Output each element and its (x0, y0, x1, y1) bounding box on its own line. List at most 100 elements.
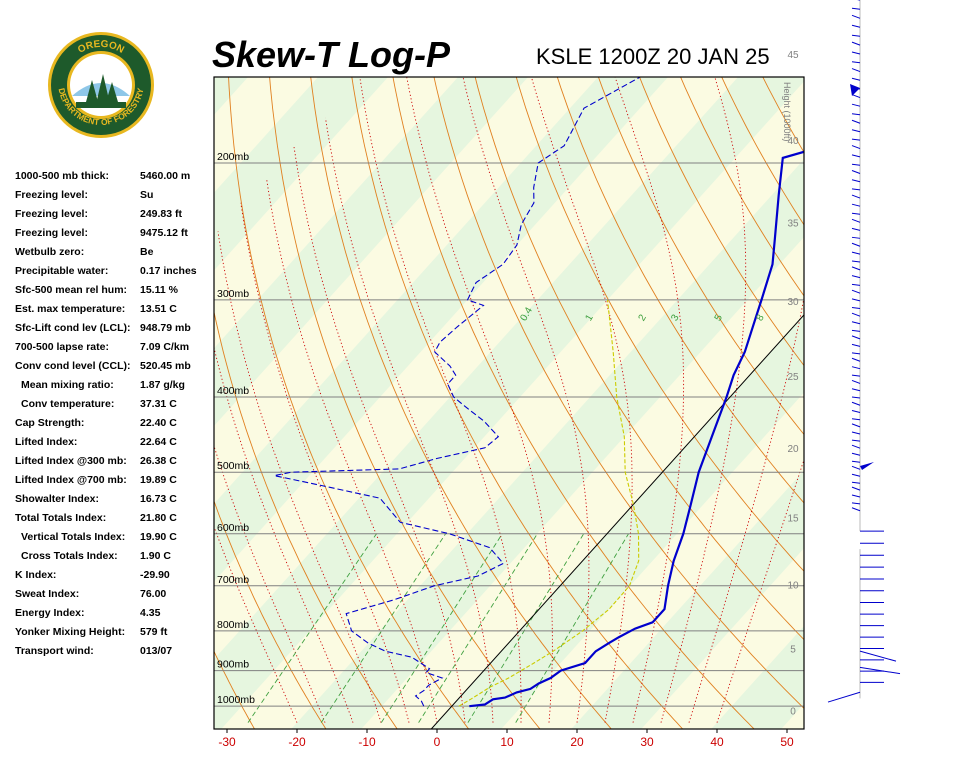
wind-barb (851, 138, 861, 141)
index-label: Vertical Totals Index: (21, 531, 126, 543)
moist-adiabat (214, 444, 326, 723)
isobar-label: 200mb (217, 151, 249, 163)
wind-barb (851, 321, 861, 325)
dry-adiabat (310, 77, 612, 729)
x-tick-label: -20 (288, 735, 306, 749)
x-tick-label: 20 (570, 735, 584, 749)
index-value: 013/07 (140, 645, 173, 657)
dry-adiabat (214, 499, 327, 729)
moist-adiabat (214, 345, 354, 723)
dewpoint-profile (274, 77, 641, 707)
index-label: Transport wind: (15, 645, 94, 657)
isotherm-band (851, 66, 960, 729)
wind-barb (851, 335, 861, 340)
wind-barb (851, 374, 861, 377)
index-value: 1.87 g/kg (140, 379, 185, 391)
dry-adiabat (474, 77, 804, 641)
dry-adiabat (515, 77, 804, 572)
moist-adiabat (214, 525, 298, 723)
wind-barb (851, 507, 861, 512)
dry-adiabat (59, 66, 184, 729)
index-value: 4.35 (140, 607, 161, 619)
height-tick-label: 15 (787, 514, 799, 525)
dry-adiabat (269, 77, 541, 729)
wind-barb (851, 401, 861, 406)
logo-tree-icon (96, 74, 110, 104)
wind-barb (851, 34, 861, 37)
wind-barb (851, 460, 861, 463)
wind-barb (851, 283, 861, 286)
x-tick-label: 0 (434, 735, 441, 749)
wind-barb (851, 154, 861, 158)
wind-barb (851, 77, 861, 81)
mixing-ratio-line (380, 533, 503, 723)
index-value: 37.31 C (140, 398, 177, 410)
wind-barb (827, 691, 861, 703)
mixing-ratio-label: 8 (754, 312, 767, 323)
isobar-label: 700mb (217, 574, 249, 586)
dry-adiabat (803, 77, 804, 79)
height-tick-label: 35 (787, 218, 799, 229)
wind-barb (851, 194, 861, 199)
wind-barb (851, 260, 861, 263)
index-label: Energy Index: (15, 607, 85, 619)
mixing-ratio-line (515, 533, 629, 723)
isobar-label: 800mb (217, 619, 249, 631)
index-label: Est. max temperature: (15, 303, 126, 315)
wind-barb (851, 14, 861, 19)
mixing-ratio-line (418, 533, 538, 723)
x-tick-label: 40 (710, 735, 724, 749)
wind-pennant (850, 84, 860, 96)
wind-barb (851, 188, 861, 191)
wind-barb (851, 357, 861, 362)
wind-barb (851, 113, 861, 116)
isobar-label: 600mb (217, 522, 249, 534)
wind-barb (851, 329, 861, 332)
index-label: Sfc-Lift cond lev (LCL): (15, 322, 131, 334)
wind-barb (851, 431, 861, 435)
index-label: Lifted Index: (15, 436, 78, 448)
wind-barb (851, 41, 861, 46)
wind-barb (851, 170, 861, 174)
parcel-profile (458, 299, 640, 707)
isotherm-band (214, 77, 529, 426)
index-value: 579 ft (140, 626, 168, 638)
wind-barb (851, 439, 861, 442)
height-tick-label: 10 (787, 580, 799, 591)
wind-barb (851, 103, 861, 107)
index-value: Be (140, 246, 154, 258)
index-value: -29.90 (140, 569, 170, 581)
wind-barb (851, 179, 861, 183)
wind-barb (851, 423, 861, 428)
index-value: 9475.12 ft (140, 227, 188, 239)
wind-barb (851, 145, 861, 150)
wind-barb (851, 119, 861, 124)
plot-area (59, 66, 960, 729)
wind-barb (851, 352, 861, 355)
wind-barb (851, 465, 861, 470)
index-value: 0.17 inches (140, 265, 197, 277)
index-label: Sweat Index: (15, 588, 80, 600)
index-label: Mean mixing ratio: (21, 379, 114, 391)
wind-barb (851, 266, 861, 271)
index-value: 15.11 % (140, 284, 178, 296)
x-tick-label: 50 (780, 735, 794, 749)
dry-adiabat (879, 66, 960, 729)
wind-barb (851, 129, 861, 133)
wind-barb (851, 486, 861, 491)
x-tick-label: -10 (358, 735, 376, 749)
index-value: Su (140, 189, 154, 201)
dry-adiabat (214, 650, 255, 729)
dry-adiabat (433, 77, 804, 709)
index-value: 1.90 C (140, 550, 171, 562)
mixing-ratio-label: 2 (637, 312, 650, 323)
isotherm-band (214, 77, 249, 115)
wind-barb (851, 452, 861, 456)
isobar-label: 500mb (217, 460, 249, 472)
index-value: 13.51 C (140, 303, 177, 315)
logo-tree-icon (106, 82, 118, 102)
wind-barb (851, 312, 861, 317)
isobar-label: 400mb (217, 385, 249, 397)
index-label: Wetbulb zero: (15, 246, 85, 258)
page-title: Skew-T Log-P (212, 34, 451, 75)
